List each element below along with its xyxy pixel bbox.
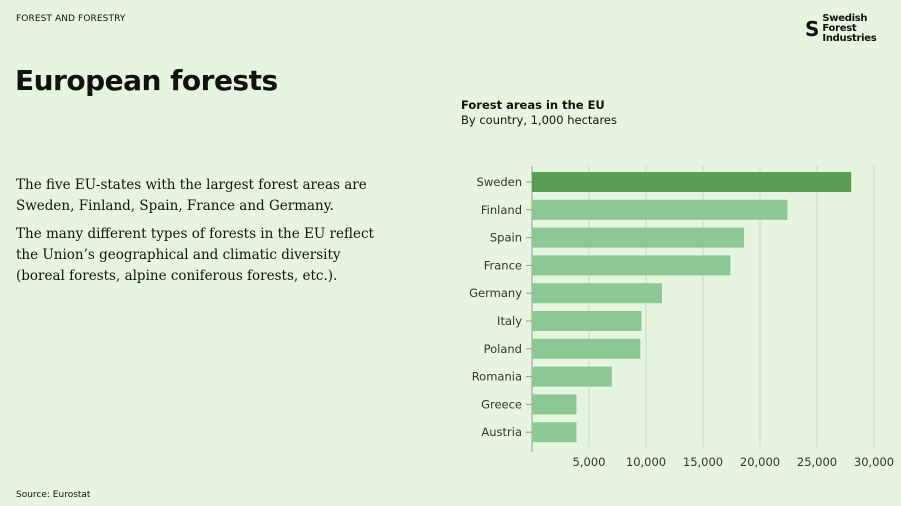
category-label: Sweden xyxy=(477,175,522,189)
bar-france xyxy=(532,255,731,276)
category-label: Italy xyxy=(497,314,522,328)
bar-romania xyxy=(532,366,612,387)
logo-text: Swedish Forest Industries xyxy=(822,13,877,44)
page-title: European forests xyxy=(15,64,278,97)
logo: S Swedish Forest Industries xyxy=(805,14,901,44)
category-label: Germany xyxy=(469,286,522,300)
x-tick-label: 30,000 xyxy=(854,455,894,469)
chart-subtitle: By country, 1,000 hectares xyxy=(461,113,618,127)
category-label: Greece xyxy=(481,397,522,411)
x-tick-label: 10,000 xyxy=(626,455,666,469)
bar-germany xyxy=(532,283,662,304)
x-tick-label: 15,000 xyxy=(683,455,723,469)
bar-spain xyxy=(532,227,745,248)
bar-finland xyxy=(532,199,788,220)
bar-italy xyxy=(532,311,642,331)
logo-icon: S xyxy=(805,17,820,41)
x-tick-label: 25,000 xyxy=(797,455,837,469)
category-label: Spain xyxy=(490,231,522,245)
category-label: Finland xyxy=(481,203,522,217)
source-note: Source: Eurostat xyxy=(16,490,91,500)
body-text: The five EU-states with the largest fore… xyxy=(16,175,376,294)
paragraph-2: The many different types of forests in t… xyxy=(16,226,374,284)
bar-austria xyxy=(532,422,577,443)
x-tick-label: 20,000 xyxy=(740,455,780,469)
category-label: Romania xyxy=(472,370,522,384)
category-label: France xyxy=(484,258,522,272)
paragraph-1: The five EU-states with the largest fore… xyxy=(16,177,367,214)
bar-sweden xyxy=(532,172,852,192)
section-kicker: FOREST AND FORESTRY xyxy=(16,14,126,24)
x-tick-label: 5,000 xyxy=(573,455,606,469)
bar-greece xyxy=(532,394,577,415)
bar-poland xyxy=(532,338,641,359)
category-label: Austria xyxy=(481,425,522,439)
category-label: Poland xyxy=(484,342,522,356)
chart-title: Forest areas in the EU xyxy=(461,98,605,112)
